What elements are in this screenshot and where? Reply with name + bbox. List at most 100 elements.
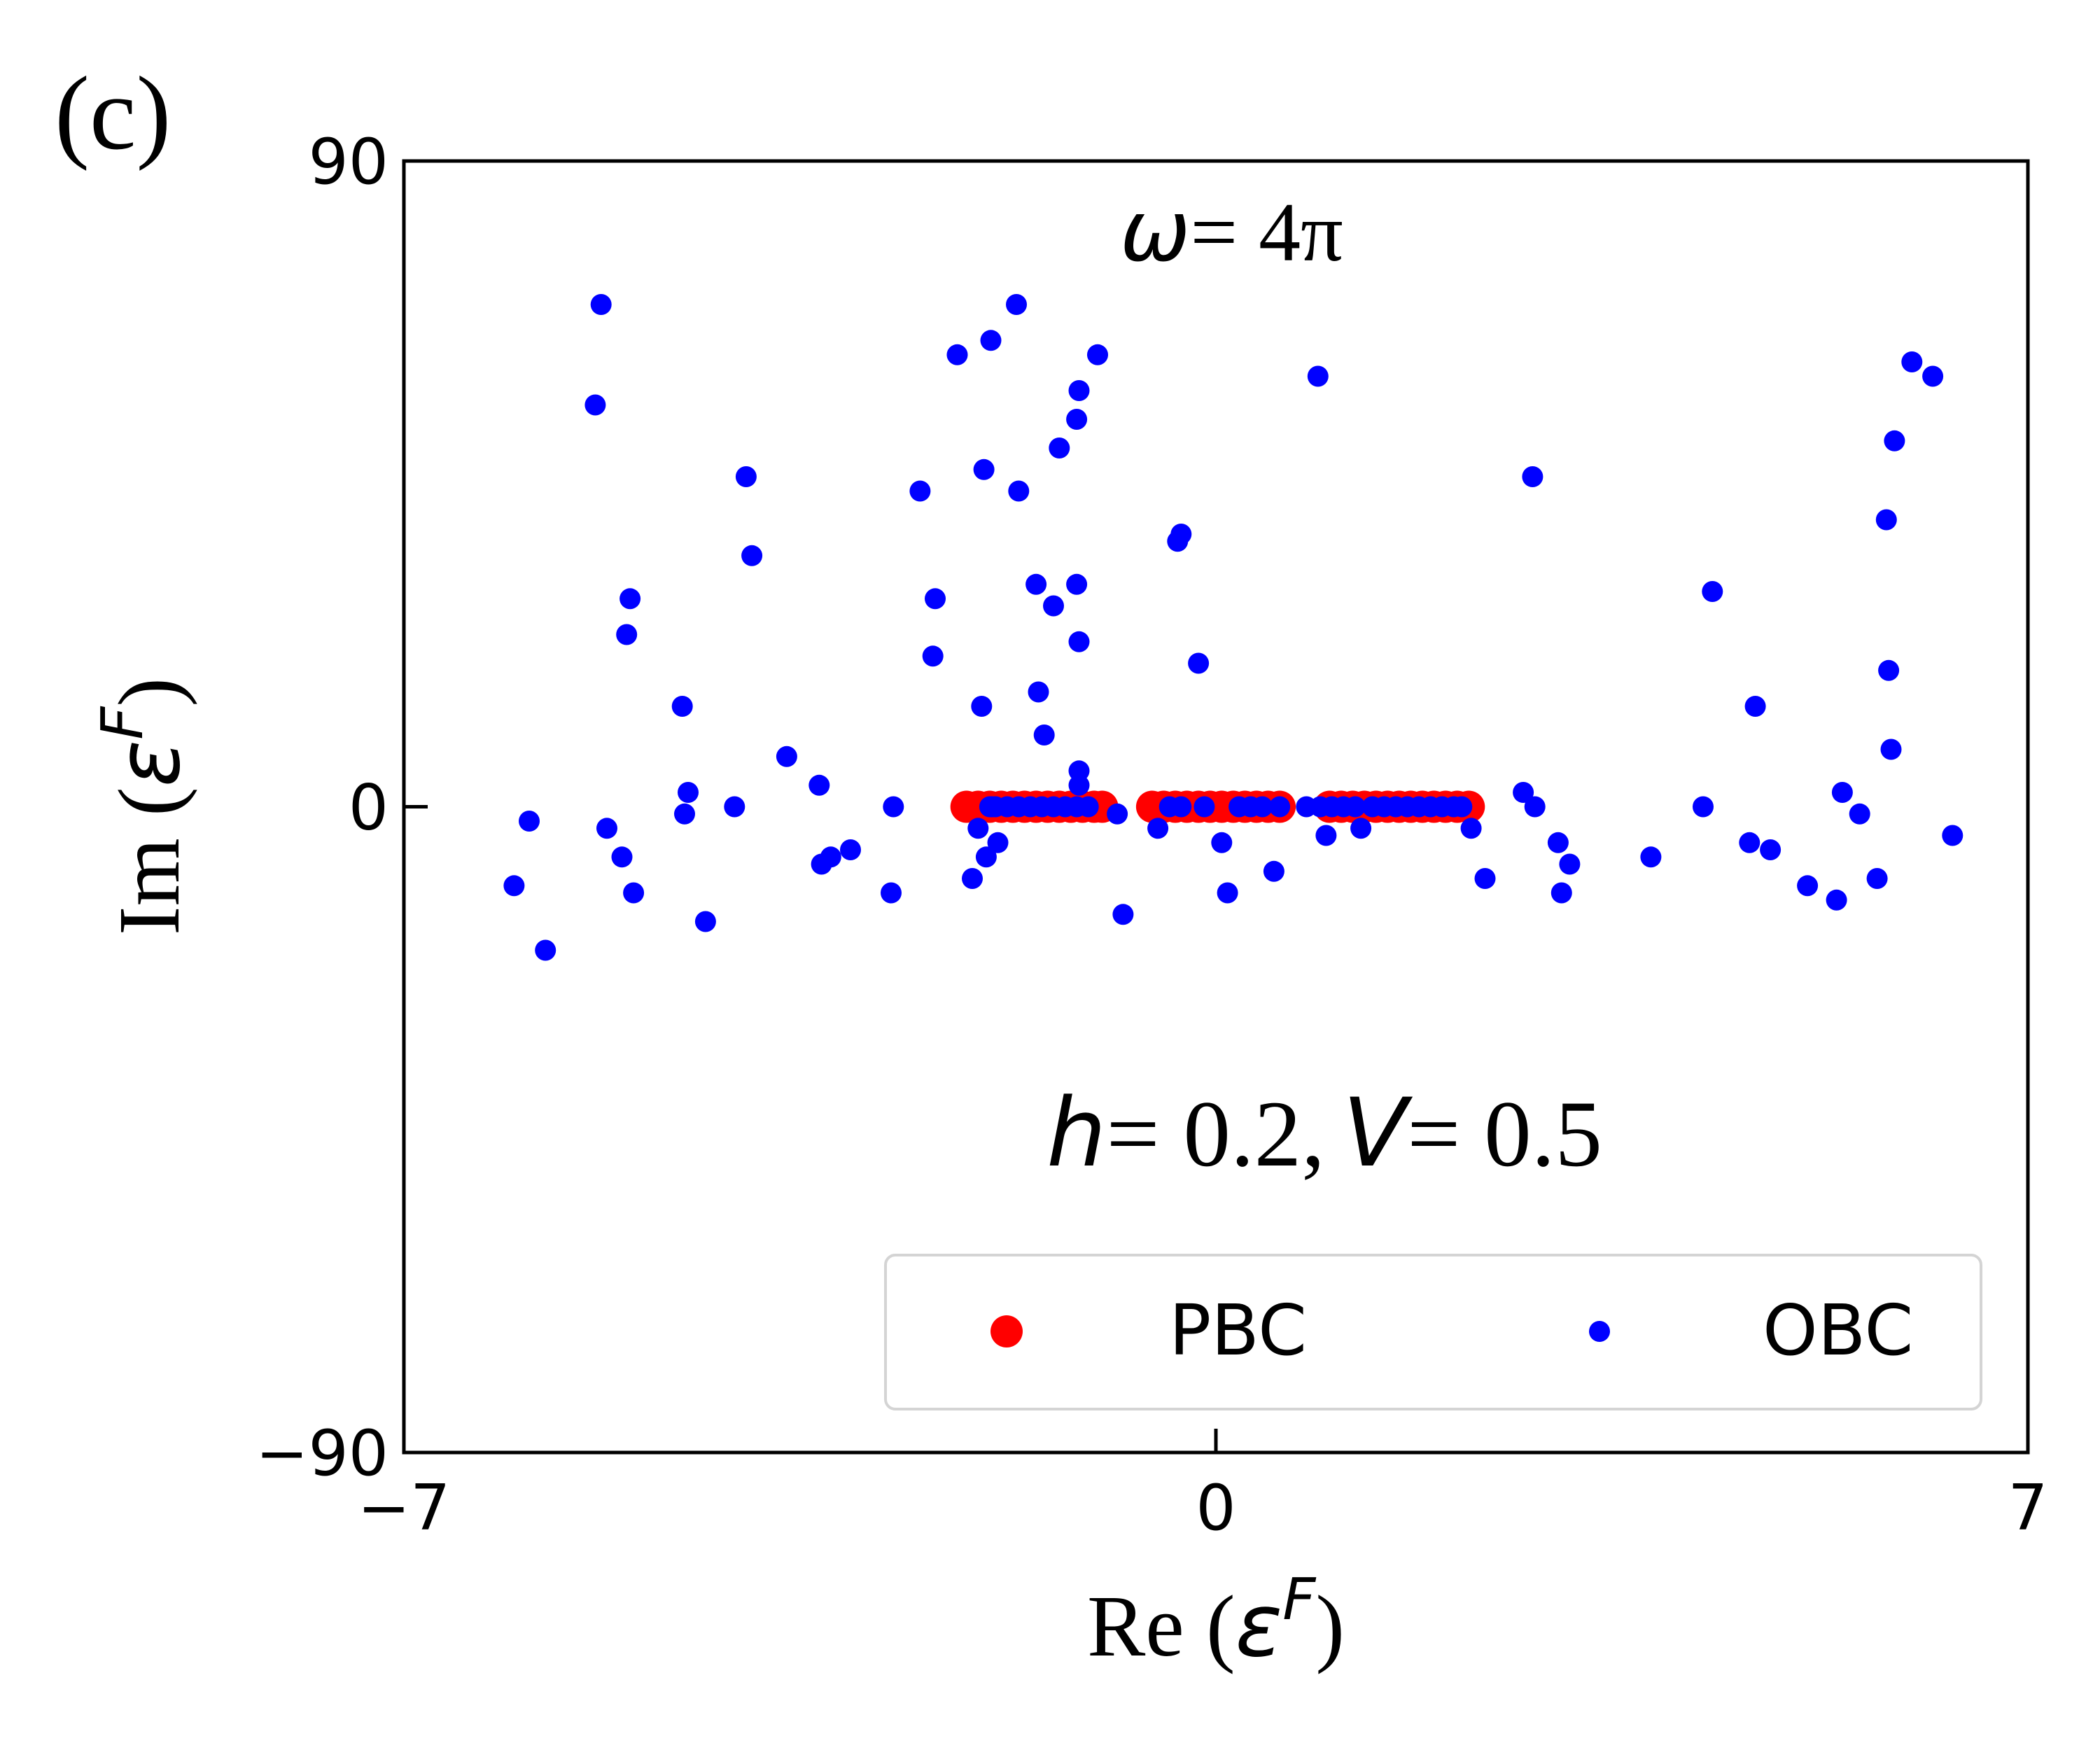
- legend: PBC OBC: [884, 1254, 1982, 1410]
- obc-point: [596, 818, 617, 839]
- obc-point: [1307, 365, 1329, 387]
- obc-point: [1739, 832, 1760, 853]
- v-symbol: V: [1343, 1078, 1413, 1188]
- obc-point: [611, 846, 633, 868]
- y-tick-label: −90: [255, 1417, 388, 1490]
- obc-point: [962, 868, 983, 889]
- obc-point: [519, 811, 540, 832]
- obc-point: [1028, 681, 1049, 703]
- panel-label: (c): [55, 55, 171, 172]
- obc-point: [1194, 796, 1215, 818]
- obc-point: [1217, 882, 1238, 904]
- obc-point: [503, 875, 525, 897]
- obc-point: [616, 624, 638, 645]
- obc-point: [590, 294, 612, 315]
- obc-point: [1068, 760, 1090, 782]
- obc-point: [623, 882, 645, 904]
- obc-point: [735, 466, 757, 487]
- obc-point: [1350, 818, 1372, 839]
- obc-point: [1524, 796, 1546, 818]
- obc-point: [1451, 796, 1473, 818]
- obc-point: [1043, 595, 1064, 617]
- obc-point: [1474, 868, 1496, 889]
- legend-marker-pbc: [990, 1315, 1023, 1348]
- x-axis-label: Re (εF): [1087, 1567, 1345, 1676]
- obc-point: [1068, 774, 1090, 796]
- obc-point: [1252, 796, 1273, 818]
- obc-point: [1831, 782, 1853, 803]
- obc-point: [1269, 796, 1291, 818]
- obc-point: [1068, 380, 1090, 401]
- y-tick-label: 90: [308, 125, 388, 199]
- obc-point: [1640, 846, 1662, 868]
- obc-point: [975, 846, 997, 868]
- y-axis-label: Im (εF): [90, 678, 200, 935]
- obc-point: [808, 774, 830, 796]
- obc-point: [1026, 573, 1047, 595]
- obc-point: [1942, 825, 1963, 846]
- obc-point: [1066, 573, 1088, 595]
- h-symbol: h: [1046, 1078, 1107, 1188]
- legend-marker-obc: [1589, 1321, 1610, 1342]
- obc-point: [981, 796, 1003, 818]
- obc-point: [1066, 409, 1088, 430]
- obc-point: [1884, 430, 1905, 451]
- series-obc: [503, 294, 1963, 961]
- obc-point: [973, 458, 995, 480]
- obc-point: [1760, 839, 1782, 860]
- y-tick-label: 0: [349, 771, 388, 845]
- legend-label-obc: OBC: [1763, 1289, 1913, 1371]
- obc-point: [1147, 818, 1169, 839]
- omega-symbol: ω: [1120, 183, 1191, 281]
- obc-point: [1170, 796, 1192, 818]
- obc-point: [1107, 803, 1128, 825]
- obc-point: [1170, 524, 1192, 545]
- obc-point: [1522, 466, 1544, 487]
- obc-point: [584, 394, 606, 416]
- legend-label-pbc: PBC: [1169, 1289, 1307, 1371]
- obc-point: [1211, 832, 1233, 853]
- obc-point: [1550, 882, 1572, 904]
- obc-point: [1049, 438, 1070, 458]
- obc-point: [776, 746, 797, 767]
- axis-ticks: −7 0 7 90 0 −90: [255, 125, 2048, 1545]
- obc-point: [1880, 738, 1902, 760]
- obc-point: [946, 344, 968, 365]
- obc-point: [535, 939, 556, 961]
- obc-point: [922, 645, 944, 667]
- obc-point: [1901, 351, 1923, 372]
- obc-point: [971, 696, 993, 717]
- obc-point: [1068, 631, 1090, 652]
- h-value: = 0.2,: [1107, 1082, 1325, 1186]
- omega-value: = 4π: [1191, 186, 1343, 279]
- obc-point: [1112, 904, 1134, 925]
- obc-point: [1460, 818, 1482, 839]
- obc-point: [741, 545, 763, 566]
- obc-point: [678, 782, 699, 803]
- obc-point: [620, 588, 641, 610]
- data-points: [503, 294, 1963, 961]
- obc-point: [1513, 782, 1534, 803]
- obc-point: [1263, 860, 1284, 882]
- obc-point: [1559, 853, 1581, 875]
- obc-point: [1077, 796, 1099, 818]
- obc-point: [1866, 868, 1888, 889]
- obc-point: [1744, 696, 1766, 717]
- obc-point: [925, 588, 946, 610]
- obc-point: [1008, 480, 1030, 502]
- obc-point: [1188, 652, 1210, 674]
- obc-point: [840, 839, 861, 860]
- parameter-annotation: h= 0.2, V= 0.5: [1046, 1078, 1602, 1188]
- obc-point: [1344, 796, 1366, 818]
- obc-point: [1702, 581, 1723, 602]
- obc-point: [674, 803, 695, 825]
- omega-annotation: ω= 4π: [1120, 183, 1343, 281]
- obc-point: [987, 832, 1009, 853]
- legend-box: [884, 1254, 1982, 1410]
- obc-point: [1547, 832, 1569, 853]
- obc-point: [1922, 365, 1944, 387]
- obc-point: [967, 818, 989, 839]
- x-tick-label: 7: [2008, 1471, 2047, 1545]
